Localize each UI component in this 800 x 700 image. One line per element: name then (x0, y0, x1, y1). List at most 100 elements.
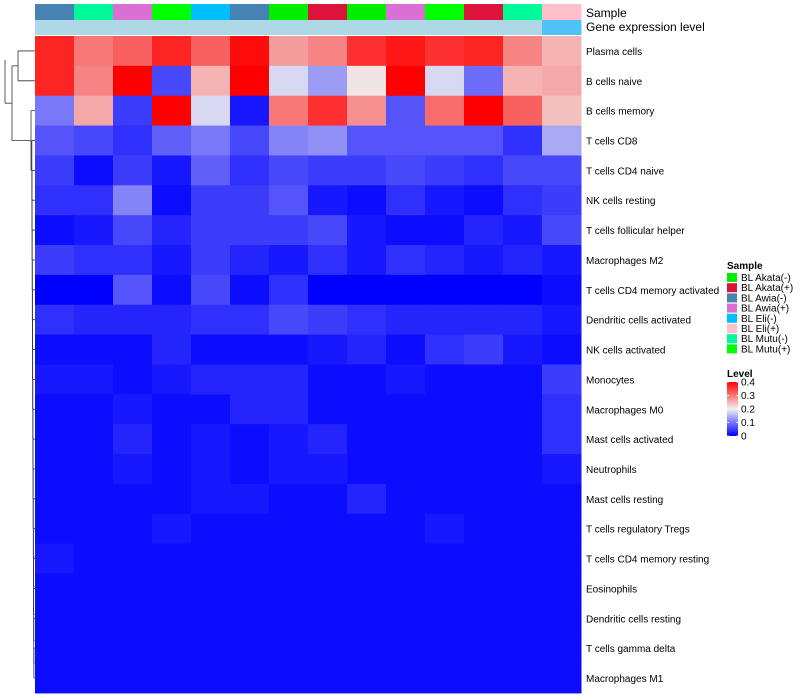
heatmap-cell (35, 304, 75, 336)
sample-annotation-cell (191, 4, 231, 20)
heatmap-cell (113, 543, 153, 574)
heatmap-cell (113, 573, 153, 604)
sample-legend: Sample BL Akata(-)BL Akata(+)BL Awia(-)B… (727, 261, 793, 355)
heatmap-cell (152, 663, 192, 694)
heatmap-cell (35, 155, 75, 186)
heatmap-cell (464, 573, 504, 604)
heatmap-cell (74, 543, 114, 574)
heatmap-cell (74, 603, 114, 634)
sample-legend-swatch (727, 313, 737, 323)
level-legend-label: 0.1 (741, 418, 755, 429)
heatmap-cell (425, 65, 465, 97)
heatmap-cell (347, 513, 387, 545)
heatmap-cell (152, 513, 192, 545)
heatmap-cell (503, 603, 543, 634)
heatmap-cell (464, 215, 504, 246)
heatmap-cell (503, 125, 543, 156)
heatmap-cell (230, 125, 270, 156)
heatmap-cell (425, 274, 465, 306)
heatmap-cell (152, 454, 192, 485)
heatmap-cell (152, 424, 192, 455)
heatmap-cell (308, 543, 348, 574)
heatmap-cell (308, 304, 348, 336)
heatmap-cell (191, 125, 231, 156)
heatmap-cell (269, 95, 309, 127)
heatmap-cell (152, 36, 192, 67)
heatmap-cell (542, 334, 582, 365)
heatmap-cell (542, 95, 582, 127)
sample-legend-label: BL Awia(-) (741, 293, 787, 304)
level-legend-label: 0.4 (741, 378, 755, 389)
heatmap-cell (386, 125, 426, 156)
sample-legend-label: BL Mutu(+) (741, 344, 790, 355)
heatmap-cell (542, 274, 582, 306)
heatmap-cell (542, 633, 582, 664)
heatmap-cell (74, 65, 114, 97)
heatmap-cell (230, 155, 270, 186)
heatmap-cell (191, 513, 231, 545)
heatmap-cell (503, 215, 543, 246)
row-label: Eosinophils (586, 584, 637, 595)
heatmap-cell (503, 155, 543, 186)
heatmap-cell (308, 95, 348, 127)
annotation-label-sample: Sample (586, 6, 627, 20)
heatmap-cell (542, 304, 582, 336)
heatmap-cell (35, 185, 75, 216)
heatmap-cell (386, 394, 426, 425)
heatmap-cell (425, 95, 465, 127)
heatmap-cell (503, 334, 543, 365)
heatmap-cell (308, 394, 348, 425)
heatmap-cell (74, 36, 114, 67)
heatmap-cell (425, 364, 465, 395)
heatmap-cell (269, 125, 309, 156)
heatmap-cell (425, 424, 465, 455)
heatmap-cell (308, 65, 348, 97)
heatmap-cell (35, 394, 75, 425)
heatmap-cell (269, 424, 309, 455)
heatmap-cell (542, 394, 582, 425)
heatmap-cell (191, 573, 231, 604)
heatmap-cell (74, 334, 114, 365)
heatmap-cell (74, 573, 114, 604)
level-legend: Level 0 0.1 0.2 0.3 0.4 (727, 369, 755, 443)
heatmap-cell (113, 513, 153, 545)
heatmap-cell (464, 36, 504, 67)
heatmap-cell (386, 274, 426, 306)
heatmap-cell (386, 483, 426, 515)
heatmap-cell (230, 394, 270, 425)
heatmap-cell (542, 245, 582, 276)
heatmap-cell (308, 185, 348, 216)
heatmap-cell (269, 513, 309, 545)
heatmap-cell (347, 185, 387, 216)
heatmap-cell (230, 483, 270, 515)
gene-expression-annotation-cell (503, 20, 543, 35)
sample-legend-label: BL Akata(+) (741, 283, 793, 294)
heatmap-cell (308, 483, 348, 515)
heatmap-cell (464, 274, 504, 306)
sample-legend-swatch (727, 344, 737, 354)
heatmap-cell (503, 454, 543, 485)
heatmap-cell (191, 274, 231, 306)
heatmap-cell (113, 95, 153, 127)
heatmap-cell (113, 185, 153, 216)
heatmap-cell (503, 543, 543, 574)
heatmap-cell (35, 483, 75, 515)
sample-annotation-cell (35, 4, 75, 20)
heatmap-cell (191, 663, 231, 694)
heatmap-cell (347, 394, 387, 425)
heatmap-cell (269, 245, 309, 276)
heatmap-cell (152, 543, 192, 574)
heatmap-cell (35, 513, 75, 545)
heatmap-cell (191, 36, 231, 67)
heatmap-cell (191, 245, 231, 276)
heatmap-cell (464, 304, 504, 336)
heatmap-cell (269, 483, 309, 515)
heatmap-cell (347, 125, 387, 156)
sample-annotation-cell (308, 4, 348, 20)
heatmap-cell (503, 304, 543, 336)
heatmap-cell (191, 483, 231, 515)
heatmap-cell (74, 304, 114, 336)
heatmap-cell (269, 603, 309, 634)
heatmap-cell (74, 95, 114, 127)
heatmap-cell (113, 633, 153, 664)
